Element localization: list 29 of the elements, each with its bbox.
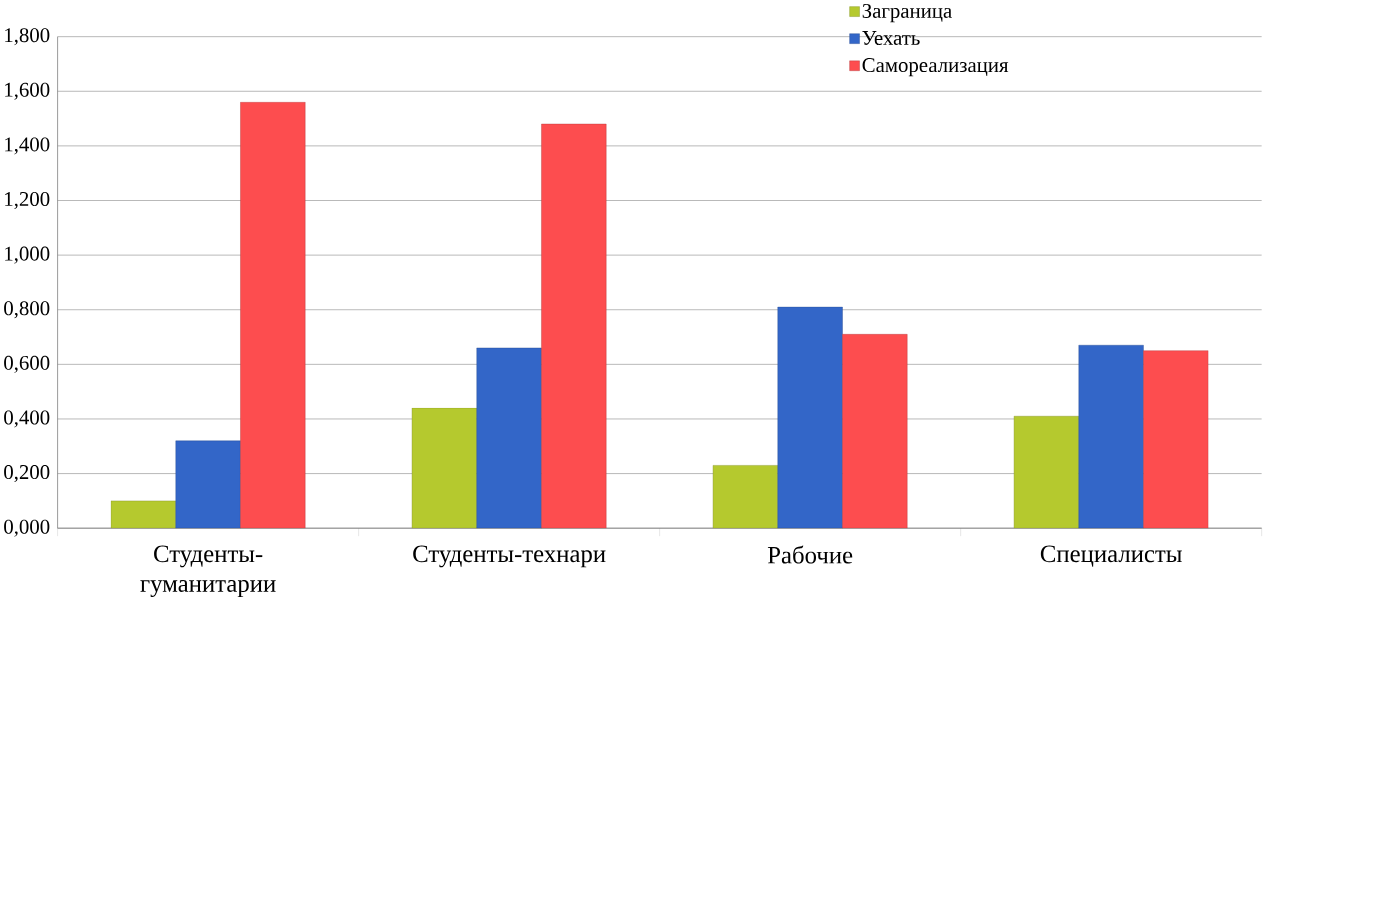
x-tick-label: Рабочие bbox=[767, 545, 853, 564]
y-tick-label: 0,000 bbox=[4, 519, 50, 537]
y-tick-label: 1,800 bbox=[5, 28, 50, 46]
bar bbox=[842, 334, 908, 529]
y-tick-label: 0,800 bbox=[4, 301, 50, 319]
bar bbox=[175, 440, 241, 529]
x-tick-label: Специалисты bbox=[1040, 545, 1182, 567]
bar bbox=[712, 465, 778, 529]
x-tick-label: Студенты-гуманитарии bbox=[140, 545, 276, 598]
bar bbox=[777, 306, 843, 529]
y-tick-label: 1,400 bbox=[5, 137, 50, 155]
y-tick-label: 0,400 bbox=[4, 410, 50, 428]
bar bbox=[110, 500, 176, 529]
bar bbox=[1078, 345, 1144, 529]
bar bbox=[1013, 416, 1079, 529]
bar bbox=[1143, 350, 1209, 529]
legend-label: Уехать bbox=[862, 31, 920, 46]
y-tick-label: 1,200 bbox=[5, 192, 50, 210]
bar bbox=[240, 102, 306, 529]
legend-label: Заграница bbox=[862, 4, 952, 23]
y-tick-label: 1,000 bbox=[5, 246, 50, 264]
y-tick-label: 0,600 bbox=[4, 355, 50, 373]
x-tick-label: Студенты-технари bbox=[413, 545, 606, 568]
legend-label: Самореализация bbox=[862, 58, 1009, 77]
bar bbox=[541, 123, 607, 529]
y-tick-label: 1,600 bbox=[5, 82, 50, 100]
y-tick-label: 0,200 bbox=[4, 465, 50, 483]
bar bbox=[411, 407, 477, 529]
bar bbox=[476, 347, 542, 529]
